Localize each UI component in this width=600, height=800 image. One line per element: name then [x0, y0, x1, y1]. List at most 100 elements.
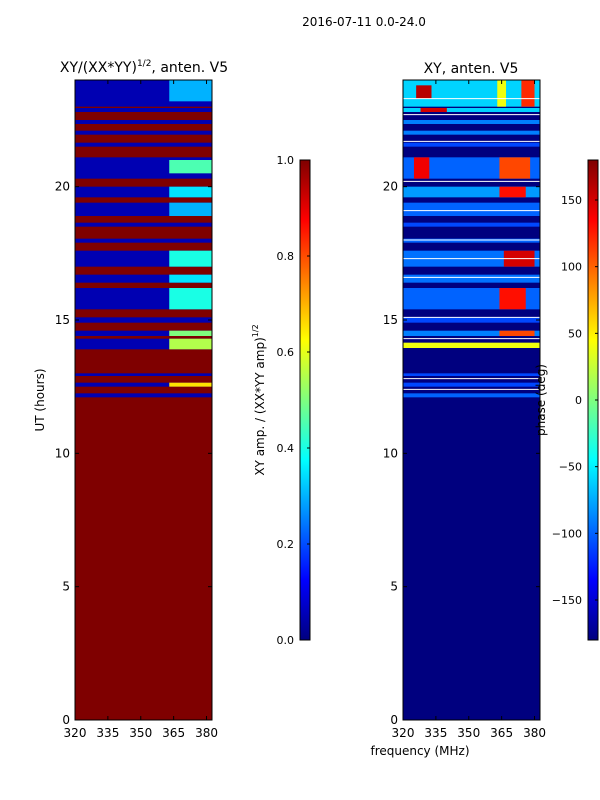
- right-heatmap-patch: [416, 85, 432, 99]
- left-colorbar-tick-label: 0.4: [277, 442, 295, 455]
- right-heatmap-band: [403, 202, 540, 216]
- left-heatmap-band: [75, 382, 212, 387]
- right-xticks: 320 335 350 365 380: [392, 80, 546, 740]
- left-heatmap-band: [75, 142, 212, 147]
- right-panel: XY, anten. V5 320 335 350 365 380 0 5 10 15 20 f…: [370, 61, 545, 758]
- left-heatmap-band: [75, 222, 212, 227]
- left-colorbar-ticks: 0.0 0.2 0.4 0.6 0.8 1.0: [277, 154, 310, 647]
- left-xtick-label: 335: [96, 726, 119, 740]
- shared-xlabel: frequency (MHz): [370, 744, 469, 758]
- left-heatmap-patch: [169, 202, 212, 216]
- left-heatmap-patch: [169, 186, 212, 198]
- right-colorbar-tick-label: 150: [561, 194, 582, 207]
- figure-suptitle: 2016-07-11 0.0-24.0: [302, 15, 426, 29]
- right-heatmap-band: [403, 120, 540, 124]
- left-colorbar-bar: [299, 159, 311, 641]
- left-heatmap-patch: [169, 160, 212, 174]
- right-heatmap-band: [403, 330, 540, 336]
- left-xticks: 320 335 350 365 380: [64, 80, 218, 740]
- right-heatmap-band: [403, 142, 540, 147]
- left-ytick-label: 15: [55, 313, 70, 327]
- right-colorbar-label: phase (deg): [534, 364, 548, 436]
- right-ytick-label: 5: [390, 580, 398, 594]
- right-heatmap-patch: [499, 330, 535, 336]
- left-heatmap-band: [75, 120, 212, 124]
- right-ytick-label: 15: [383, 313, 398, 327]
- left-heatmap-band: [75, 393, 212, 398]
- left-heatmap-patch: [169, 338, 212, 350]
- left-cbar-label-main: XY amp. / (XX*YY amp): [253, 337, 267, 475]
- left-colorbar-tick-label: 0.0: [277, 634, 295, 647]
- right-xtick-label: 380: [523, 726, 546, 740]
- right-colorbar-tick-label: −50: [559, 461, 582, 474]
- right-ytick-label: 0: [390, 713, 398, 727]
- right-heatmap-band: [403, 342, 540, 348]
- right-ytick-label: 10: [383, 446, 398, 460]
- right-heatmap-band: [403, 393, 540, 398]
- right-colorbar: phase (deg) −150 −100 −50 0 50 100 150: [534, 159, 599, 641]
- right-heatmap-patch: [499, 186, 526, 198]
- right-colorbar-tick-label: 50: [568, 327, 582, 340]
- right-heatmap-band: [403, 130, 540, 135]
- left-heatmap-band: [75, 130, 212, 135]
- left-colorbar-tick-label: 0.6: [277, 346, 295, 359]
- left-heatmap-patch: [169, 382, 212, 387]
- left-colorbar-label: XY amp. / (XX*YY amp)1/2: [251, 324, 267, 475]
- left-ytick-label: 20: [55, 180, 70, 194]
- right-ytick-label: 20: [383, 180, 398, 194]
- right-colorbar-ticks: −150 −100 −50 0 50 100 150: [552, 194, 598, 607]
- left-panel: XY/(XX*YY)1/2, anten. V5 320 335 350 365 380…: [33, 59, 228, 740]
- right-heatmap-patch: [420, 108, 447, 112]
- left-cbar-label-sup: 1/2: [251, 324, 260, 337]
- left-heatmap-patch: [169, 288, 212, 310]
- left-heatmap-band: [75, 274, 212, 283]
- right-xtick-label: 335: [424, 726, 447, 740]
- left-title-main: XY/(XX*YY): [60, 60, 137, 76]
- left-colorbar-tick-label: 1.0: [277, 154, 295, 167]
- left-xtick-label: 365: [162, 726, 185, 740]
- left-yticks: 0 5 10 15 20: [55, 180, 212, 727]
- left-xtick-label: 350: [129, 726, 152, 740]
- left-xtick-label: 320: [64, 726, 87, 740]
- left-heatmap-band: [75, 330, 212, 336]
- right-heatmap-band: [403, 317, 540, 323]
- right-axes-frame: [402, 79, 541, 721]
- left-heatmap-band: [75, 238, 212, 243]
- right-colorbar-tick-label: −100: [552, 527, 582, 540]
- right-panel-title: XY, anten. V5: [424, 61, 519, 77]
- left-colorbar-tick-label: 0.8: [277, 250, 295, 263]
- left-ytick-label: 5: [62, 580, 70, 594]
- right-heatmap-patch: [497, 80, 507, 107]
- left-colorbar-tick-label: 0.2: [277, 538, 295, 551]
- left-panel-title: XY/(XX*YY)1/2, anten. V5: [60, 59, 228, 76]
- left-xtick-label: 380: [195, 726, 218, 740]
- right-heatmap-band: [403, 108, 540, 112]
- right-heatmap-patch: [521, 80, 535, 107]
- left-heatmap-patch: [169, 274, 212, 283]
- left-heatmap-band: [75, 338, 212, 350]
- right-heatmap-band: [403, 186, 540, 198]
- left-heatmap-patch: [169, 330, 212, 336]
- right-heatmap-band: [403, 373, 540, 376]
- left-heatmap-band: [75, 108, 212, 112]
- left-ytick-label: 0: [62, 713, 70, 727]
- right-title-main: XY, anten. V5: [424, 61, 519, 77]
- right-heatmap-band: [403, 274, 540, 283]
- right-heatmap-band: [403, 382, 540, 387]
- right-heatmap-patch: [499, 157, 531, 179]
- right-colorbar-tick-label: 0: [575, 394, 582, 407]
- right-heatmap-patch: [499, 288, 526, 310]
- left-ytick-label: 10: [55, 446, 70, 460]
- right-colorbar-tick-label: −150: [552, 594, 582, 607]
- left-heatmap-patch: [169, 250, 212, 267]
- right-yticks: 0 5 10 15 20: [383, 180, 540, 727]
- right-heatmap-band: [403, 222, 540, 227]
- left-heatmap-patch: [169, 80, 212, 102]
- right-xtick-label: 350: [457, 726, 480, 740]
- left-heatmap: [75, 80, 212, 720]
- left-axes-frame: [74, 79, 213, 721]
- left-heatmap-band: [75, 373, 212, 376]
- left-ylabel: UT (hours): [33, 368, 47, 431]
- right-xtick-label: 320: [392, 726, 415, 740]
